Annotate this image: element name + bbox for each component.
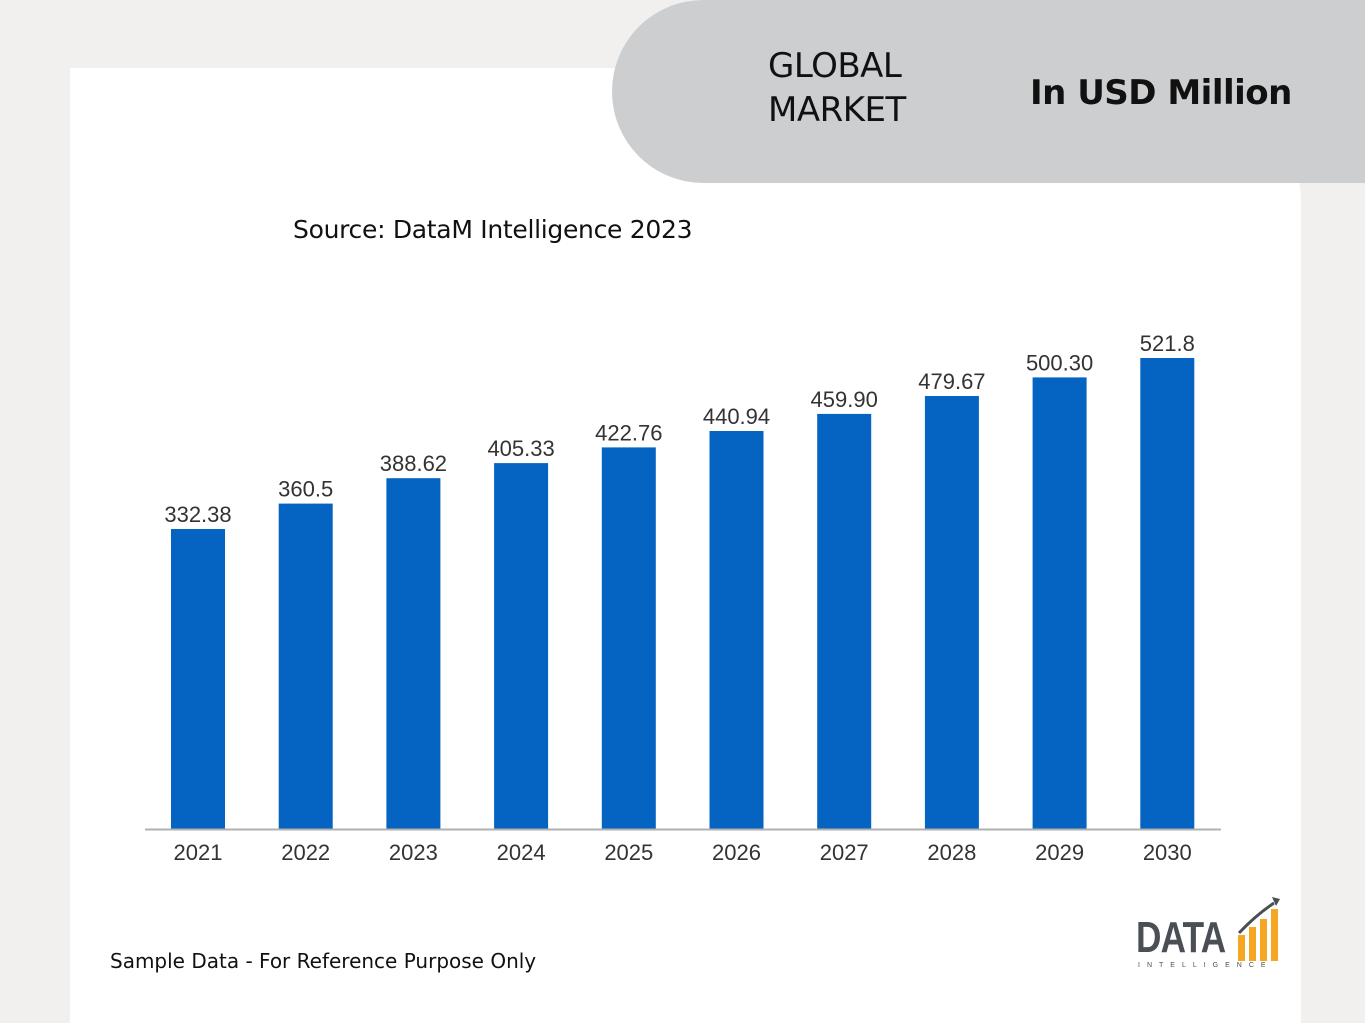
bar-2030 — [1140, 358, 1195, 829]
data-label-2027: 459.90 — [811, 387, 878, 412]
source-note: Source: DataM Intelligence 2023 — [293, 215, 693, 244]
logo-bars-icon — [1237, 897, 1280, 961]
bar-2027 — [817, 413, 872, 829]
data-label-2023: 388.62 — [380, 451, 447, 476]
bar-2026 — [709, 431, 764, 829]
bar-2029 — [1032, 377, 1087, 829]
market-label: GLOBAL MARKET — [768, 46, 906, 130]
data-label-2030: 521.8 — [1140, 331, 1195, 356]
x-tick-label-2026: 2026 — [712, 840, 761, 865]
data-label-2021: 332.38 — [164, 502, 231, 527]
bar-2023 — [386, 478, 441, 829]
data-label-2022: 360.5 — [278, 477, 333, 502]
data-label-2028: 479.67 — [918, 369, 985, 394]
bar-2024 — [494, 463, 549, 829]
header-banner — [612, 0, 1365, 183]
content-card — [70, 68, 1301, 1023]
datam-logo: DATA INTELLIGENCE — [1136, 893, 1284, 975]
bar-2021 — [171, 529, 225, 829]
x-tick-label-2022: 2022 — [281, 840, 330, 865]
data-label-2025: 422.76 — [595, 420, 662, 445]
x-tick-label-2025: 2025 — [604, 840, 653, 865]
x-tick-label-2029: 2029 — [1035, 840, 1084, 865]
data-label-2026: 440.94 — [703, 404, 770, 429]
bar-2028 — [924, 396, 979, 829]
logo-subtitle: INTELLIGENCE — [1138, 962, 1273, 969]
unit-label: In USD Million — [1030, 73, 1292, 113]
bar-2025 — [601, 447, 656, 829]
x-tick-label-2027: 2027 — [820, 840, 869, 865]
x-tick-label-2024: 2024 — [497, 840, 546, 865]
sample-data-footnote: Sample Data - For Reference Purpose Only — [110, 949, 537, 973]
x-tick-label-2023: 2023 — [389, 840, 438, 865]
data-label-2024: 405.33 — [487, 436, 554, 461]
x-tick-label-2028: 2028 — [927, 840, 976, 865]
x-tick-label-2030: 2030 — [1143, 840, 1192, 865]
bar-2022 — [278, 503, 333, 829]
data-label-2029: 500.30 — [1026, 350, 1093, 375]
logo-wordmark: DATA — [1136, 913, 1226, 962]
x-tick-label-2021: 2021 — [174, 840, 223, 865]
